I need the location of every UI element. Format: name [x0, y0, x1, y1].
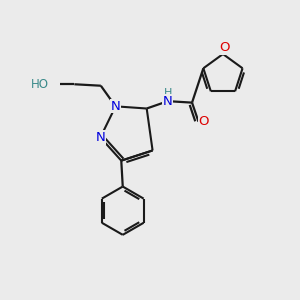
- Text: N: N: [163, 95, 173, 108]
- Text: O: O: [199, 115, 209, 128]
- Text: O: O: [219, 41, 230, 54]
- Text: N: N: [95, 131, 105, 144]
- Text: HO: HO: [31, 78, 49, 91]
- Text: H: H: [164, 88, 172, 98]
- Text: N: N: [111, 100, 120, 113]
